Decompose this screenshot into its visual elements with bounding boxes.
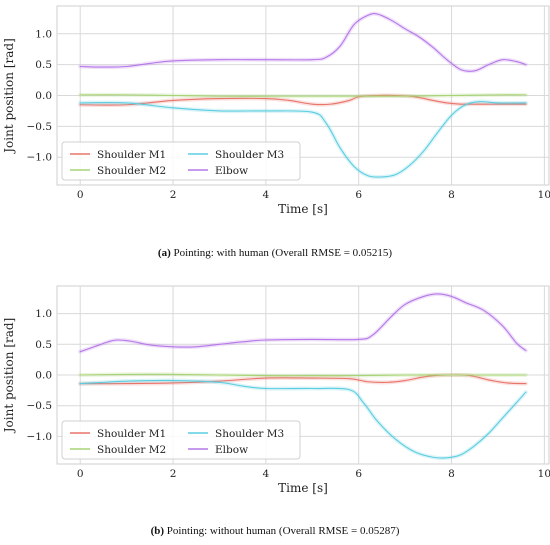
y-tick-label: 0.5 [35, 59, 52, 71]
legend-label: Shoulder M3 [215, 428, 284, 440]
series-shoulder-m2 [78, 372, 528, 378]
y-tick-label: 0.5 [35, 339, 52, 351]
caption-a: (a) Pointing: with human (Overall RMSE =… [0, 247, 550, 259]
x-tick-label: 0 [77, 468, 84, 480]
y-tick-label: 0.0 [35, 370, 52, 382]
y-tick-label: −1.0 [27, 431, 53, 443]
x-tick-label: 2 [170, 189, 177, 201]
legend-box [61, 420, 301, 460]
series-shoulder-m3 [78, 99, 528, 180]
y-axis-label: Joint position [rad] [2, 38, 16, 155]
chart-b: 0 2 4 6 8 10 −1.0 −0.5 0.0 0.5 1.0 Time [s] Joint po… [2, 285, 550, 495]
legend-label: Shoulder M2 [97, 165, 166, 177]
legend-box [61, 141, 301, 181]
y-tick-label: 1.0 [35, 308, 52, 320]
legend-label: Shoulder M2 [97, 444, 166, 456]
x-tick-label: 6 [355, 189, 362, 201]
legend-label: Shoulder M1 [97, 428, 166, 440]
y-tick-label: −1.0 [27, 152, 53, 164]
legend-label: Shoulder M3 [215, 149, 284, 161]
x-tick-label: 10 [538, 189, 550, 201]
series-line [79, 13, 527, 72]
series-shoulder-m3 [78, 378, 528, 461]
legend-label: Shoulder M1 [97, 149, 166, 161]
x-axis-label: Time [s] [278, 202, 328, 216]
legend-label: Elbow [215, 444, 248, 456]
series-line [79, 101, 527, 178]
x-tick-label: 8 [448, 468, 455, 480]
x-tick-label: 0 [77, 189, 84, 201]
caption-b-text: Pointing: without human (Overall RMSE = … [166, 525, 400, 537]
x-tick-label: 2 [170, 468, 177, 480]
series-elbow [78, 11, 528, 74]
series-shoulder-m1 [78, 93, 528, 108]
series-line [79, 373, 527, 377]
series-line [79, 293, 527, 353]
series-shoulder-m2 [78, 92, 528, 99]
series-line [79, 94, 527, 97]
caption-a-text: Pointing: with human (Overall RMSE = 0.0… [173, 247, 393, 259]
y-tick-label: 1.0 [35, 28, 52, 40]
series-line [79, 379, 527, 459]
x-axis-label: Time [s] [278, 481, 328, 495]
x-tick-label: 10 [538, 468, 550, 480]
x-tick-label: 6 [355, 468, 362, 480]
caption-a-tag: (a) [157, 247, 171, 259]
y-tick-label: −0.5 [27, 400, 53, 412]
legend-label: Elbow [215, 165, 248, 177]
x-tick-label: 8 [448, 189, 455, 201]
series-line [79, 94, 527, 106]
y-tick-label: 0.0 [35, 90, 52, 102]
series-shoulder-m1 [78, 372, 528, 386]
chart-a: 0 2 4 6 8 10 −1.0 −0.5 0.0 0.5 1.0 Time [s] Joint po… [2, 5, 550, 216]
series-elbow [78, 291, 528, 354]
legend: Shoulder M1 Shoulder M2 Shoulder M3 Elbow [61, 420, 301, 460]
caption-b: (b) Pointing: without human (Overall RMS… [0, 525, 550, 537]
y-axis-label: Joint position [rad] [2, 318, 16, 435]
y-tick-label: −0.5 [27, 121, 53, 133]
series-line [79, 374, 527, 385]
x-tick-label: 4 [263, 189, 270, 201]
legend: Shoulder M1 Shoulder M2 Shoulder M3 Elbow [61, 141, 301, 181]
x-tick-label: 4 [263, 468, 270, 480]
caption-b-tag: (b) [150, 525, 165, 537]
